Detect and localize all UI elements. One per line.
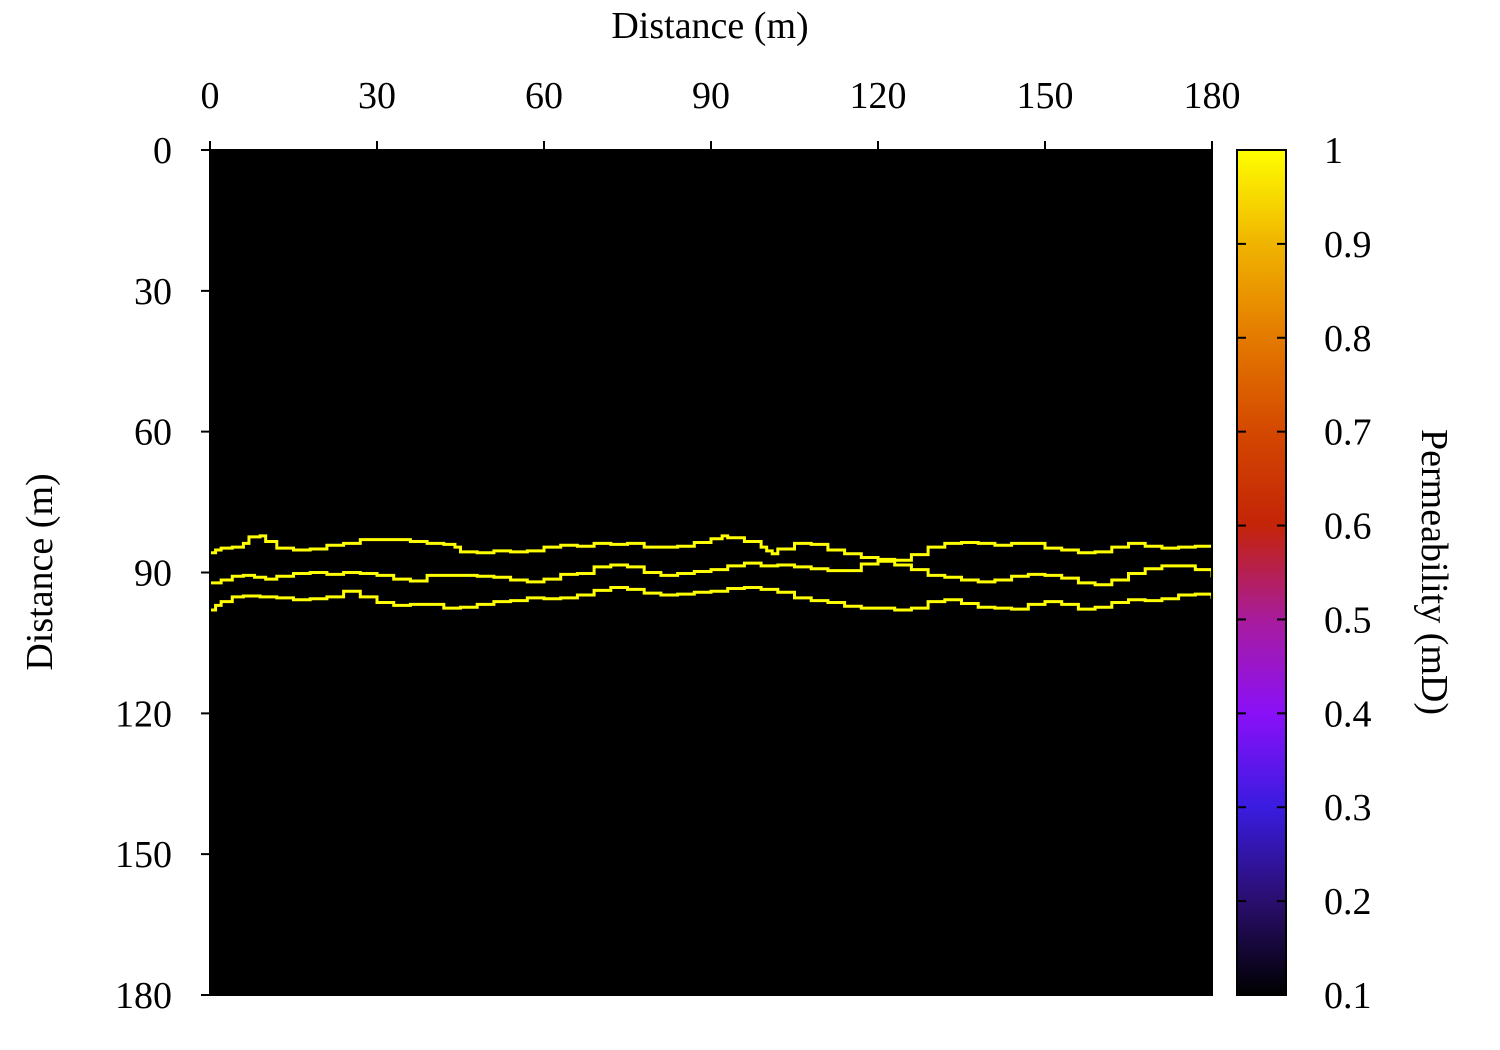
colorbar-ticks [1237, 149, 1286, 996]
x-tick-label: 60 [525, 75, 563, 117]
x-tick-label: 180 [1184, 75, 1241, 117]
x-tick-labels: 0 30 60 90 120 150 180 [201, 75, 1241, 117]
y-axis-title: Distance (m) [19, 473, 61, 670]
axes [201, 141, 1213, 996]
colorbar-tick-label: 0.9 [1324, 224, 1372, 266]
y-tick-labels: 0 30 60 90 120 150 180 [115, 130, 172, 1017]
colorbar-tick-labels: 0.1 0.2 0.3 0.4 0.5 0.6 0.7 0.8 0.9 1 [1324, 130, 1372, 1017]
y-tick-label: 0 [153, 130, 172, 172]
colorbar-tick-label: 1 [1324, 130, 1343, 172]
contour-line-3 [210, 586, 1214, 612]
colorbar-tick-label: 0.8 [1324, 318, 1372, 360]
colorbar-tick-label: 0.4 [1324, 693, 1372, 735]
x-tick-label: 150 [1017, 75, 1074, 117]
colorbar-title: Permeability (mD) [1413, 429, 1455, 715]
y-tick-label: 90 [134, 553, 172, 595]
colorbar: 0.1 0.2 0.3 0.4 0.5 0.6 0.7 0.8 0.9 1 Permeabilit… [1236, 130, 1455, 1017]
colorbar-tick-label: 0.3 [1324, 787, 1372, 829]
x-tick-label: 120 [850, 75, 907, 117]
x-tick-label: 90 [692, 75, 730, 117]
y-tick-label: 60 [134, 412, 172, 454]
contour-lines [210, 534, 1214, 612]
colorbar-tick-label: 0.6 [1324, 506, 1372, 548]
y-tick-label: 120 [115, 693, 172, 735]
colorbar-tick-label: 0.1 [1324, 975, 1372, 1017]
contour-line-1 [210, 534, 1212, 562]
contour-line-2 [210, 559, 1214, 587]
colorbar-tick-label: 0.2 [1324, 881, 1372, 923]
colorbar-tick-label: 0.5 [1324, 599, 1372, 641]
x-axis-title: Distance (m) [611, 5, 808, 47]
y-tick-label: 180 [115, 975, 172, 1017]
x-tick-label: 0 [201, 75, 220, 117]
y-tick-label: 30 [134, 271, 172, 313]
x-tick-label: 30 [358, 75, 396, 117]
colorbar-gradient [1236, 149, 1287, 996]
y-tick-label: 150 [115, 834, 172, 876]
colorbar-tick-label: 0.7 [1324, 412, 1372, 454]
